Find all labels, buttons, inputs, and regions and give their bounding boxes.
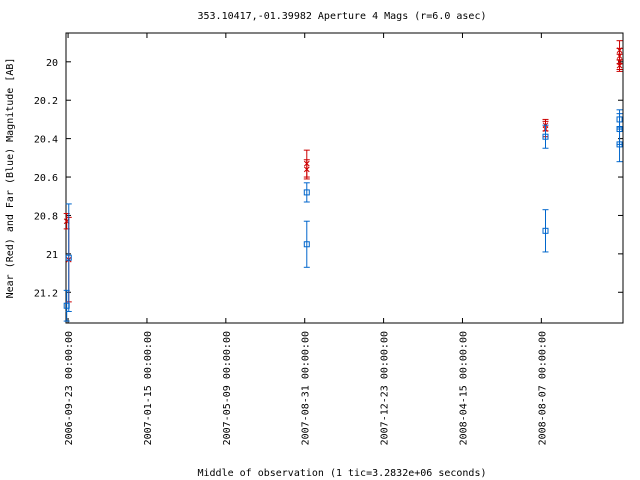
x-axis-label: Middle of observation (1 tic=3.2832e+06 … [198,468,487,479]
y-axis-label: Near (Red) and Far (Blue) Magnitude [AB] [5,58,16,299]
data-point [65,254,72,261]
data-point [303,189,310,196]
x-tick-label: 2007-08-31 00:00:00 [301,331,312,445]
data-point [616,141,623,148]
data-point [616,47,623,54]
y-tick-label: 20.6 [34,173,58,184]
far-series [63,109,623,322]
y-tick-label: 21 [46,250,58,261]
data-point [303,241,310,248]
data-point [542,227,549,234]
y-tick-label: 20.8 [34,211,58,222]
x-tick-label: 2007-01-15 00:00:00 [143,331,154,445]
plot-frame [65,32,624,324]
x-tick-label: 2008-04-15 00:00:00 [458,331,469,445]
chart-title: 353.10417,-01.39982 Aperture 4 Mags (r=6… [198,11,487,22]
near-series [63,40,623,303]
y-axis-ticks: 20 20.2 20.4 20.6 20.8 21 21.2 [34,58,623,299]
y-tick-label: 21.2 [34,288,58,299]
x-axis-ticks: 2006-09-23 00:00:00 2007-01-15 00:00:00 20… [64,33,548,445]
data-point [303,166,310,173]
x-tick-label: 2008-08-07 00:00:00 [537,331,548,445]
x-tick-label: 2007-05-09 00:00:00 [222,331,233,445]
x-tick-label: 2006-09-23 00:00:00 [64,331,75,445]
y-tick-label: 20.4 [34,135,58,146]
data-point [542,133,549,140]
y-tick-label: 20.2 [34,96,58,107]
series-layer [63,40,623,322]
x-tick-label: 2007-12-23 00:00:00 [380,331,391,445]
data-point [616,62,623,69]
y-tick-label: 20 [46,58,58,69]
